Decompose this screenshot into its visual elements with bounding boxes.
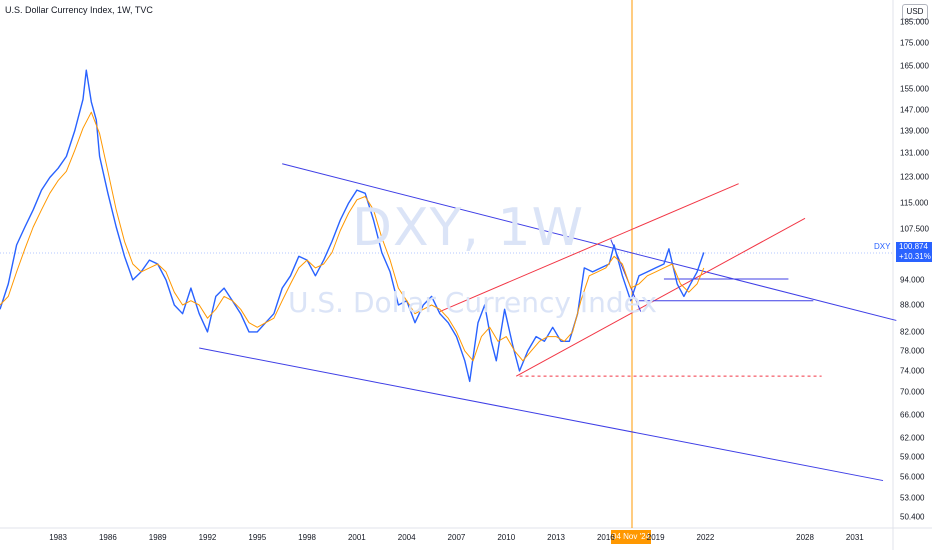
y-tick-label: 88.000	[900, 300, 925, 310]
y-tick-label: 66.000	[900, 410, 925, 420]
x-tick-label: 2019	[646, 533, 665, 542]
x-tick-label: 1998	[298, 533, 316, 542]
y-tick-label: 74.000	[900, 366, 925, 376]
y-tick-label: 185.000	[900, 17, 929, 27]
trendline-upper-channel	[282, 163, 897, 321]
moving-average-series	[0, 111, 705, 362]
x-tick-label: 2007	[447, 533, 466, 542]
x-tick-label: 1992	[198, 533, 217, 542]
trendline-lower-channel	[199, 347, 884, 482]
trendline-uptrend-lower	[515, 217, 806, 377]
y-tick-label: 123.000	[900, 172, 929, 182]
x-tick-label: 2016	[596, 533, 615, 542]
x-tick-label: 2004	[397, 533, 416, 542]
chart-title: U.S. Dollar Currency Index, 1W, TVC	[5, 5, 153, 15]
x-tick-label: 2031	[845, 533, 864, 542]
y-tick-label: 82.000	[900, 327, 925, 337]
price-change: +10.31%	[899, 252, 931, 261]
y-tick-label: 70.000	[900, 387, 925, 397]
y-tick-label: 94.000	[900, 275, 925, 285]
y-tick-label: 56.000	[900, 472, 925, 482]
x-tick-label: 2022	[696, 533, 715, 542]
y-tick-label: 165.000	[900, 61, 929, 71]
x-tick-label: 1983	[49, 533, 67, 542]
watermark-symbol: DXY, 1W	[352, 198, 584, 258]
currency-selector[interactable]: USD	[902, 4, 928, 20]
x-tick-label: 2010	[497, 533, 516, 542]
y-tick-label: 115.000	[900, 198, 929, 208]
last-price-badge: 100.874 +10.31%	[896, 242, 932, 262]
x-tick-label: 2001	[347, 533, 366, 542]
y-tick-label: 147.000	[900, 105, 929, 115]
symbol-tag: DXY	[874, 242, 891, 251]
x-tick-label: 1989	[148, 533, 167, 542]
y-tick-label: 78.000	[900, 346, 925, 356]
x-tick-label: 1995	[248, 533, 267, 542]
crosshair-date-badge: 04 Nov '24	[611, 530, 651, 544]
y-tick-label: 131.000	[900, 148, 929, 158]
x-tick-label: 2028	[796, 533, 814, 542]
price-series	[0, 69, 705, 383]
y-tick-label: 175.000	[900, 38, 929, 48]
y-tick-label: 139.000	[900, 126, 929, 136]
y-tick-label: 59.000	[900, 452, 925, 462]
y-tick-label: 53.000	[900, 493, 925, 503]
y-tick-label: 107.500	[900, 224, 929, 234]
trendline-uptrend-upper	[439, 183, 739, 313]
y-tick-label: 62.000	[900, 433, 925, 443]
y-tick-label: 50.400	[900, 512, 925, 522]
last-price: 100.874	[899, 242, 928, 251]
x-tick-label: 1986	[98, 533, 117, 542]
watermark-name: U.S. Dollar Currency Index	[288, 286, 657, 319]
y-tick-label: 155.000	[900, 84, 929, 94]
x-tick-label: 2013	[547, 533, 565, 542]
